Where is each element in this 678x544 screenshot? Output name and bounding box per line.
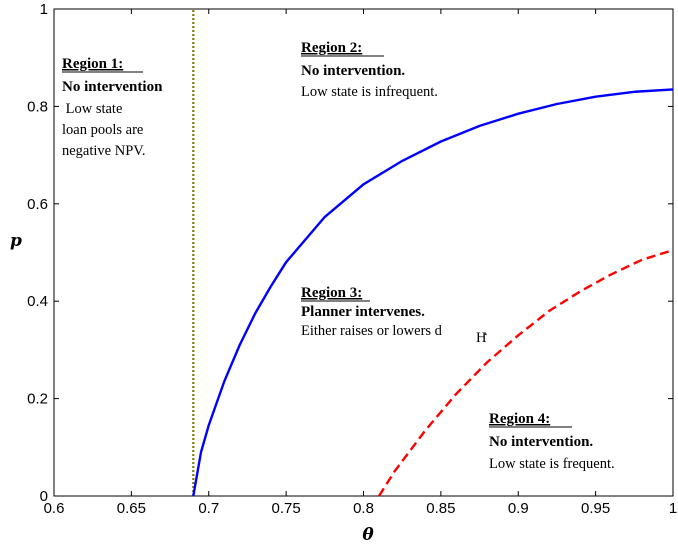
region-4-annotation: Region 4: No intervention. Low state is …: [489, 411, 615, 472]
x-tick-label: 1: [669, 500, 677, 517]
x-axis-label: θ: [362, 525, 374, 544]
x-tick-label: 0.85: [426, 500, 455, 517]
region-1-title: Region 1:: [62, 56, 123, 72]
y-tick-label: 0.6: [27, 196, 48, 213]
region-3-line-1: Either raises or lowers d: [301, 323, 443, 339]
region-2-heading: No intervention.: [301, 63, 405, 79]
region-4-title: Region 4:: [489, 411, 550, 427]
lower-boundary-curve: [377, 248, 674, 497]
region-3-annotation: Region 3: Planner intervenes. Either rai…: [301, 285, 488, 346]
x-tick-label: 0.95: [581, 500, 610, 517]
region-1-heading: No intervention: [62, 79, 163, 95]
region-1-annotation: Region 1: No intervention Low state loan…: [62, 56, 163, 159]
y-tick-label: 1: [40, 1, 48, 18]
region-1-line-3: negative NPV.: [62, 143, 146, 159]
x-tick-label: 0.9: [508, 500, 529, 517]
region-3-period: .: [484, 323, 488, 339]
series-layer: [192, 9, 674, 497]
ticks: 0.6 0.65 0.7 0.75 0.8 0.85 0.9 0.95 1 0 0.2 0.4 0.6 0…: [27, 1, 677, 517]
y-tick-label: 0.4: [27, 293, 48, 310]
x-tick-label: 0.65: [117, 500, 146, 517]
region-1-line-1: Low state: [62, 101, 122, 117]
region-3-title: Region 3:: [301, 285, 362, 301]
region-1-line-2: loan pools are: [62, 122, 143, 138]
region-2-annotation: Region 2: No intervention. Low state is …: [301, 40, 438, 100]
region-boundary-curve: [192, 88, 674, 497]
region-2-title: Region 2:: [301, 40, 362, 56]
x-tick-label: 0.7: [198, 500, 219, 517]
y-axis-label: p: [10, 231, 22, 251]
x-tick-label: 0.75: [272, 500, 301, 517]
region-4-heading: No intervention.: [489, 434, 593, 450]
y-tick-label: 0: [40, 488, 48, 505]
x-tick-label: 0.6: [44, 500, 65, 517]
y-tick-label: 0.8: [27, 98, 48, 115]
x-tick-label: 0.8: [353, 500, 374, 517]
y-tick-label: 0.2: [27, 391, 48, 408]
region-4-line-1: Low state is frequent.: [489, 456, 615, 472]
region-3-subscript: H: [476, 330, 487, 346]
region-2-line-1: Low state is infrequent.: [301, 84, 438, 100]
region-3-heading: Planner intervenes.: [301, 304, 425, 320]
